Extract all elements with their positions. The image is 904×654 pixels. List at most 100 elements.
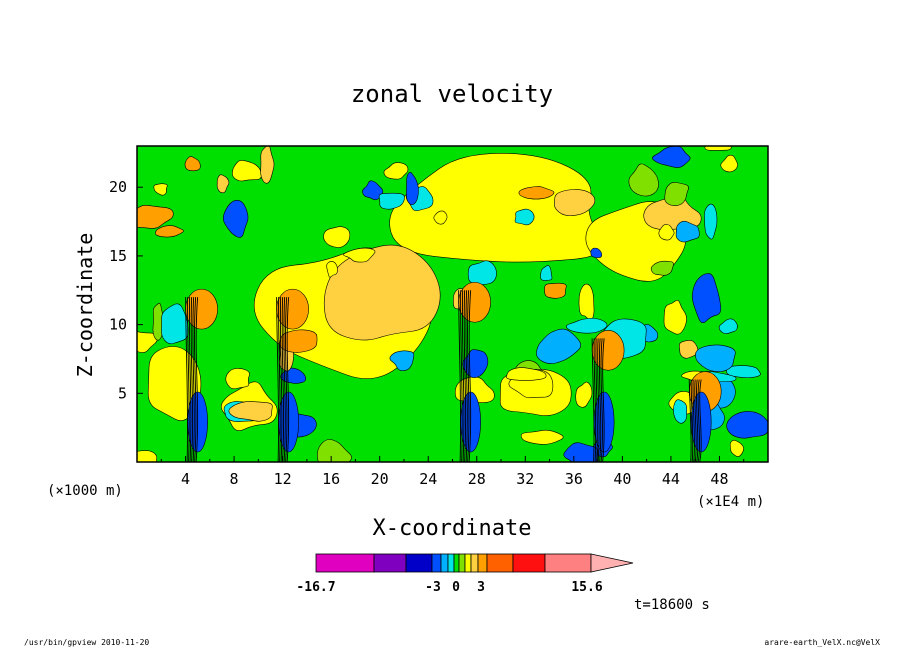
plume-contour-line bbox=[597, 338, 600, 462]
y-tick-label: 10 bbox=[109, 316, 127, 334]
contour-region bbox=[153, 183, 168, 196]
plume-contour-line bbox=[192, 297, 195, 462]
x-tick-label: 48 bbox=[710, 470, 728, 488]
colorbar-extend-arrow bbox=[590, 553, 634, 573]
contour-region bbox=[506, 367, 547, 381]
contour-region bbox=[323, 244, 441, 341]
colorbar-label-pos3: 3 bbox=[477, 580, 485, 595]
contour-region bbox=[565, 317, 608, 334]
contour-region bbox=[575, 381, 593, 408]
contour-region bbox=[383, 162, 409, 180]
x-tick-label: 20 bbox=[371, 470, 389, 488]
contour-region bbox=[137, 331, 158, 353]
plume-contour-line bbox=[458, 290, 462, 462]
contour-region bbox=[658, 224, 675, 241]
colorbar-swatch bbox=[544, 553, 592, 573]
plume-contour-line bbox=[460, 290, 463, 462]
plume-contour-line bbox=[694, 379, 697, 462]
chart-title: zonal velocity bbox=[351, 80, 553, 108]
contour-region bbox=[729, 439, 744, 457]
x-tick-label: 28 bbox=[468, 470, 486, 488]
contour-region bbox=[695, 344, 736, 373]
contour-region bbox=[544, 282, 567, 299]
contour-region bbox=[540, 265, 553, 281]
plume-contour-line bbox=[194, 297, 197, 462]
plume-contour-line bbox=[600, 338, 603, 462]
contour-region bbox=[406, 172, 419, 205]
x-axis-ticks: 4 8 12 16 20 24 28 32 36 40 44 48 bbox=[160, 456, 745, 488]
y-tick-label: 15 bbox=[109, 247, 127, 265]
plume-contour-line bbox=[278, 297, 281, 462]
contour-region bbox=[675, 220, 700, 243]
colorbar-swatch bbox=[373, 553, 407, 573]
contour-region bbox=[378, 192, 405, 210]
x-unit-left: (×1000 m) bbox=[47, 483, 123, 499]
y-axis-ticks: 5 10 15 20 bbox=[109, 178, 143, 402]
plume-contour-line bbox=[281, 297, 285, 462]
x-tick-label: 36 bbox=[565, 470, 583, 488]
plume-contour-line bbox=[190, 297, 194, 462]
colorbar-swatch bbox=[486, 553, 514, 573]
contour-region bbox=[184, 156, 201, 172]
contour-region bbox=[663, 300, 687, 335]
x-axis-label: X-coordinate bbox=[373, 516, 532, 541]
plume-contour-line bbox=[595, 338, 598, 462]
x-unit-right: (×1E4 m) bbox=[697, 494, 764, 510]
contour-region bbox=[554, 189, 596, 217]
contour-region bbox=[323, 226, 351, 248]
plume-contour-line bbox=[695, 379, 699, 462]
colorbar-swatch bbox=[464, 553, 472, 573]
contour-region bbox=[720, 154, 738, 173]
colorbar-swatch bbox=[453, 553, 460, 573]
plume-contour-line bbox=[286, 297, 290, 462]
contour-region bbox=[664, 181, 689, 207]
contour-region bbox=[726, 411, 768, 439]
contour-region bbox=[155, 225, 184, 238]
plot-area bbox=[137, 146, 768, 462]
contour-region bbox=[578, 283, 595, 322]
colorbar-swatch bbox=[440, 553, 449, 573]
plume-contour-line bbox=[465, 290, 468, 462]
plume-contour-line bbox=[598, 338, 602, 462]
contour-region bbox=[718, 318, 738, 334]
contour-region bbox=[389, 350, 415, 372]
plume-contour-line bbox=[187, 297, 190, 462]
plume-contour-line bbox=[461, 290, 465, 462]
plume-contour-line bbox=[591, 338, 595, 462]
plume-contour-line bbox=[463, 290, 467, 462]
plume-outflow bbox=[591, 330, 625, 371]
colorbar-swatch bbox=[512, 553, 546, 573]
contour-region bbox=[520, 429, 564, 445]
contour-region bbox=[628, 163, 659, 197]
plume-contour-line bbox=[692, 379, 695, 462]
contour-region bbox=[216, 174, 230, 194]
plume-contour-line bbox=[188, 297, 192, 462]
colorbar-label-neg3: -3 bbox=[425, 580, 441, 595]
contour-region bbox=[260, 146, 275, 184]
colorbar-label-max: 15.6 bbox=[571, 580, 602, 595]
plume-contour-line bbox=[593, 338, 597, 462]
contour-region bbox=[228, 401, 273, 422]
contour-region bbox=[433, 210, 448, 225]
plume-contour-line bbox=[195, 297, 199, 462]
x-tick-label: 8 bbox=[230, 470, 239, 488]
contour-region bbox=[536, 328, 582, 364]
plume-contour-line bbox=[285, 297, 288, 462]
plume-contour-line bbox=[279, 297, 283, 462]
contour-region bbox=[279, 329, 318, 353]
contour-region bbox=[692, 273, 722, 324]
plume-contour-line bbox=[690, 379, 694, 462]
time-label: t=18600 s bbox=[634, 597, 710, 613]
plume-outflow bbox=[185, 288, 218, 330]
footer-source: arare-earth_VelX.nc@VelX bbox=[764, 638, 880, 647]
contour-region bbox=[137, 204, 174, 229]
x-tick-label: 4 bbox=[181, 470, 190, 488]
colorbar-swatch bbox=[315, 553, 375, 573]
plume-contour-line bbox=[467, 290, 470, 462]
footer-program: /usr/bin/gpview 2010-11-20 bbox=[24, 638, 150, 647]
contour-region bbox=[343, 247, 376, 263]
colorbar bbox=[315, 553, 634, 573]
plume-outflow bbox=[458, 281, 491, 323]
x-tick-label: 32 bbox=[516, 470, 534, 488]
